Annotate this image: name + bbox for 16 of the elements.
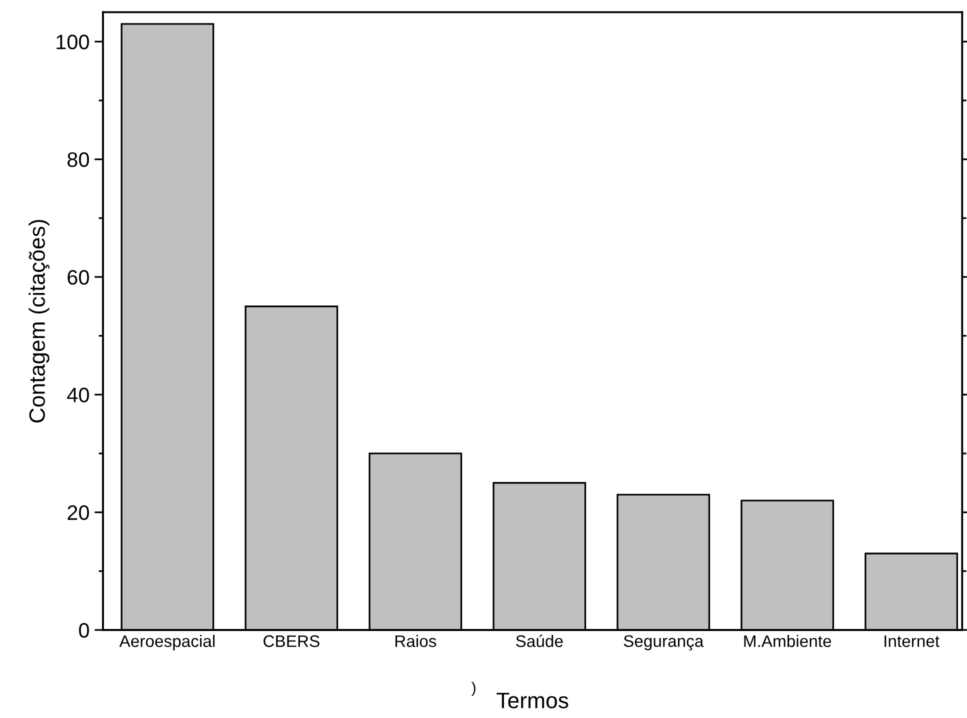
y-tick-label: 80 — [68, 152, 89, 168]
x-tick-label: Aeroespacial — [119, 634, 215, 650]
y-tick-label: 60 — [68, 270, 89, 285]
text: ) — [471, 682, 476, 696]
y-tick-label: 20 — [68, 505, 89, 520]
x-axis-title: Termos — [496, 692, 568, 708]
x-tick-label: Segurança — [624, 635, 704, 650]
x-tick-label: Internet — [884, 635, 940, 648]
y-tick-label: 0 — [79, 622, 89, 638]
y-tick-label: 100 — [56, 34, 89, 50]
x-tick-label: CBERS — [264, 635, 320, 648]
y-axis-title: Contagem (citações) — [28, 220, 50, 422]
x-tick-label: M.Ambiente — [744, 634, 832, 648]
y-tick-label: 40 — [67, 388, 89, 402]
x-tick-label: Raios — [395, 634, 436, 648]
x-tick-label: Saúde — [516, 634, 563, 648]
